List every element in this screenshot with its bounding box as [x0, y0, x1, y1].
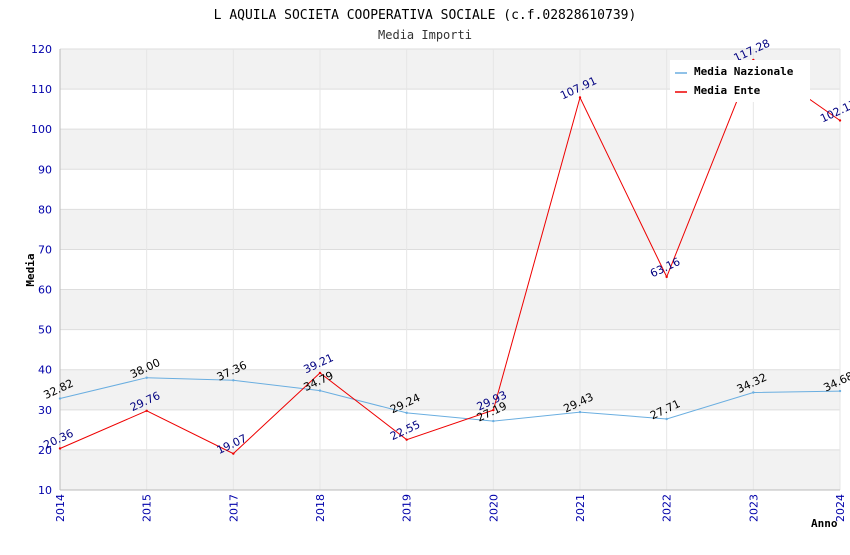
y-tick-label: 50 [38, 324, 52, 337]
grid-band [60, 369, 840, 410]
data-point [58, 447, 62, 450]
data-point [492, 408, 495, 412]
grid-band [60, 129, 840, 170]
y-axis-ticks: 10 20 30 40 50 60 70 80 90 100 110 120 [31, 43, 52, 497]
x-tick-label: 2022 [661, 494, 674, 522]
series-layer [58, 58, 842, 455]
x-tick-label: 2017 [227, 494, 240, 522]
x-tick-label: 2015 [141, 494, 154, 522]
x-tick-label: 2024 [834, 494, 847, 522]
data-point [838, 389, 842, 393]
y-tick-label: 60 [38, 284, 52, 297]
x-tick-label: 2020 [487, 494, 500, 522]
series-line-media-nazionale [59, 377, 841, 422]
x-tick-label: 2023 [747, 494, 760, 522]
series-line-media-ente [59, 59, 841, 455]
grid-band [60, 289, 840, 330]
legend-box [670, 60, 810, 102]
y-tick-label: 110 [31, 83, 52, 96]
data-point [232, 452, 235, 455]
x-axis-title: Anno [811, 517, 838, 530]
data-point [665, 275, 668, 279]
x-tick-label: 2021 [574, 494, 587, 522]
data-point [405, 411, 408, 415]
data-point [145, 376, 148, 379]
data-point [492, 419, 495, 423]
legend: Media Nazionale Media Ente [670, 60, 810, 102]
y-tick-label: 90 [38, 163, 52, 176]
data-point [405, 438, 408, 441]
x-axis-ticks: 2014 2015 2017 2018 2019 2020 2021 2022 2023 2024 [54, 494, 847, 522]
legend-label-media-ente: Media Ente [694, 84, 761, 97]
data-point [665, 417, 668, 421]
y-tick-label: 30 [38, 404, 52, 417]
y-tick-label: 100 [31, 123, 52, 136]
chart-subtitle: Media Importi [378, 28, 472, 42]
y-tick-label: 70 [38, 243, 52, 256]
x-tick-label: 2018 [314, 494, 327, 522]
grid-band [60, 209, 840, 250]
grid-band [60, 449, 840, 490]
data-point [232, 379, 235, 382]
y-axis-title: Media [24, 253, 37, 286]
y-tick-label: 10 [38, 484, 52, 497]
x-tick-label: 2019 [401, 494, 414, 522]
y-tick-label: 80 [38, 203, 52, 216]
y-tick-label: 20 [38, 444, 52, 457]
data-point [318, 389, 322, 392]
legend-label-media-nazionale: Media Nazionale [694, 65, 794, 78]
data-point [145, 409, 148, 412]
data-point [838, 119, 842, 122]
data-point [58, 397, 62, 400]
grid-bands [60, 49, 840, 490]
data-point [318, 371, 322, 375]
y-tick-label: 40 [38, 364, 52, 377]
data-point [752, 391, 755, 394]
data-point [578, 96, 582, 99]
chart-title: L AQUILA SOCIETA COOPERATIVA SOCIALE (c.… [214, 8, 637, 23]
data-point [578, 410, 582, 414]
y-tick-label: 120 [31, 43, 52, 56]
x-tick-label: 2014 [54, 494, 67, 522]
